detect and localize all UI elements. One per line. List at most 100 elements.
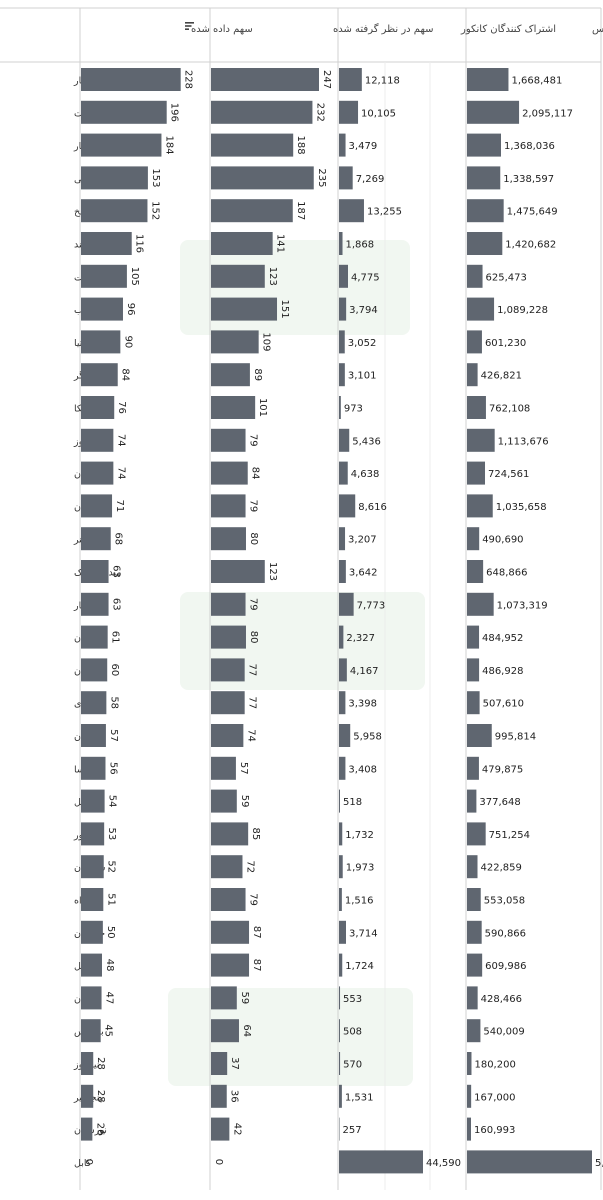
bar[interactable] <box>81 1084 94 1108</box>
bar[interactable] <box>467 297 495 321</box>
bar[interactable] <box>81 133 162 157</box>
bar[interactable] <box>339 100 359 124</box>
bar[interactable] <box>81 560 109 583</box>
column-header[interactable]: سهم در نظر گرفته شده <box>333 23 433 35</box>
bar[interactable] <box>211 953 250 977</box>
bar[interactable] <box>81 920 103 944</box>
bar[interactable] <box>339 953 343 977</box>
bar[interactable] <box>339 264 348 288</box>
bar[interactable] <box>467 1084 472 1108</box>
bar[interactable] <box>467 625 480 649</box>
bar[interactable] <box>467 1150 592 1174</box>
bar[interactable] <box>81 986 102 1010</box>
bar[interactable] <box>339 560 346 583</box>
bar[interactable] <box>467 527 480 551</box>
bar[interactable] <box>467 330 482 354</box>
bar[interactable] <box>339 494 356 518</box>
bar[interactable] <box>467 232 503 255</box>
bar[interactable] <box>339 789 340 813</box>
bar[interactable] <box>467 396 486 419</box>
bar[interactable] <box>339 330 345 354</box>
bar[interactable] <box>467 756 479 780</box>
bar[interactable] <box>467 100 520 124</box>
bar[interactable] <box>467 264 483 288</box>
bar[interactable] <box>467 68 509 91</box>
column-header[interactable]: سهم داده شده <box>191 24 253 35</box>
bar[interactable] <box>339 855 343 879</box>
bar[interactable] <box>81 592 109 616</box>
bar[interactable] <box>339 396 341 419</box>
bar[interactable] <box>211 592 246 616</box>
bar[interactable] <box>339 658 347 682</box>
bar[interactable] <box>467 1052 472 1075</box>
bar[interactable] <box>467 166 501 190</box>
bar[interactable] <box>467 560 484 583</box>
bar[interactable] <box>81 100 167 124</box>
bar[interactable] <box>339 888 342 911</box>
bar[interactable] <box>211 232 273 255</box>
bar[interactable] <box>81 494 113 518</box>
bar[interactable] <box>81 428 114 452</box>
bar[interactable] <box>81 658 108 682</box>
bar[interactable] <box>211 330 259 354</box>
bar[interactable] <box>467 691 480 715</box>
bar[interactable] <box>211 855 243 879</box>
bar[interactable] <box>211 691 245 715</box>
bar[interactable] <box>467 133 501 157</box>
bar[interactable] <box>467 461 486 485</box>
column-header[interactable]: نفوس <box>592 24 603 35</box>
bar[interactable] <box>81 1117 93 1141</box>
bar[interactable] <box>467 428 495 452</box>
bar[interactable] <box>211 560 265 583</box>
bar[interactable] <box>211 1052 228 1075</box>
bar[interactable] <box>339 428 350 452</box>
bar[interactable] <box>81 232 132 255</box>
bar[interactable] <box>339 363 345 387</box>
bar[interactable] <box>467 986 478 1010</box>
bar[interactable] <box>467 592 494 616</box>
bar[interactable] <box>81 330 121 354</box>
bar[interactable] <box>467 789 477 813</box>
bar[interactable] <box>339 1019 340 1043</box>
bar[interactable] <box>81 855 104 879</box>
bar[interactable] <box>339 756 346 780</box>
sort-descending-icon[interactable] <box>185 22 194 30</box>
bar[interactable] <box>81 68 181 91</box>
bar[interactable] <box>339 625 344 649</box>
bar[interactable] <box>211 461 248 485</box>
bar[interactable] <box>339 822 343 846</box>
bar[interactable] <box>211 789 237 813</box>
bar[interactable] <box>211 986 237 1010</box>
bar[interactable] <box>81 396 115 419</box>
bar[interactable] <box>211 133 294 157</box>
bar[interactable] <box>211 724 244 747</box>
bar[interactable] <box>467 855 478 879</box>
bar[interactable] <box>467 888 481 911</box>
bar[interactable] <box>211 363 250 387</box>
bar[interactable] <box>211 494 246 518</box>
bar[interactable] <box>81 888 104 911</box>
bar[interactable] <box>339 724 351 747</box>
bar[interactable] <box>339 1150 423 1174</box>
bar[interactable] <box>211 756 236 780</box>
bar[interactable] <box>211 527 246 551</box>
bar[interactable] <box>339 986 341 1010</box>
bar[interactable] <box>339 232 343 255</box>
bar[interactable] <box>211 264 265 288</box>
bar[interactable] <box>81 1052 94 1075</box>
bar[interactable] <box>81 822 105 846</box>
bar[interactable] <box>211 396 256 419</box>
bar[interactable] <box>211 822 249 846</box>
bar[interactable] <box>211 166 314 190</box>
bar[interactable] <box>211 888 246 911</box>
bar[interactable] <box>339 691 346 715</box>
bar[interactable] <box>339 1052 341 1075</box>
bar[interactable] <box>81 691 107 715</box>
bar[interactable] <box>81 166 148 190</box>
bar[interactable] <box>467 724 492 747</box>
bar[interactable] <box>81 625 108 649</box>
bar[interactable] <box>467 1019 481 1043</box>
bar[interactable] <box>467 363 478 387</box>
bar[interactable] <box>81 363 118 387</box>
bar[interactable] <box>339 920 346 944</box>
